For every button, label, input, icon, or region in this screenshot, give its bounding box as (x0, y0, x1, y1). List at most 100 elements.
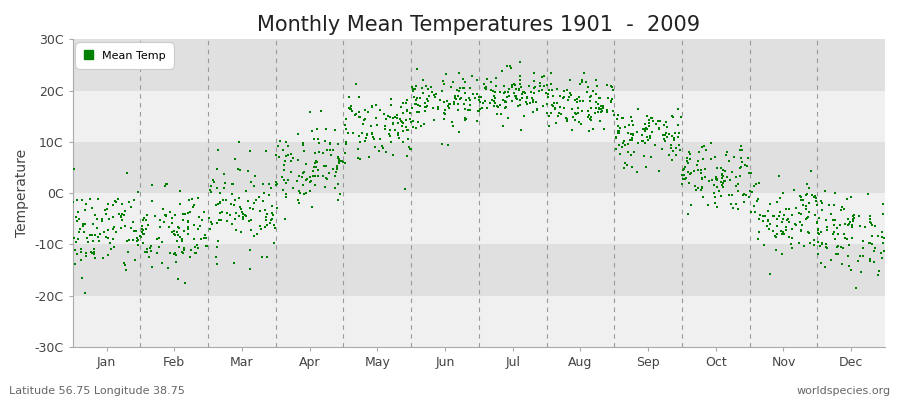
Point (353, 138, 367, 145)
Point (842, 222, 856, 228)
Point (508, 82, 522, 88)
Point (813, 243, 827, 250)
Point (443, 101, 457, 108)
Point (739, 192, 753, 198)
Point (318, 184, 332, 190)
Point (400, 96, 414, 103)
Point (405, 105, 419, 112)
Point (752, 236, 766, 242)
Point (100, 206, 114, 212)
Point (776, 216, 790, 223)
Point (127, 196, 141, 203)
Point (787, 187, 801, 193)
Point (180, 226, 194, 232)
Point (789, 205, 804, 211)
Point (459, 115, 473, 122)
Point (609, 116, 624, 122)
Point (161, 264, 176, 271)
Point (403, 145, 418, 152)
Point (126, 219, 140, 225)
Point (452, 88, 466, 94)
Point (173, 188, 187, 194)
Point (781, 216, 796, 223)
Point (358, 106, 373, 113)
Point (613, 151, 627, 157)
Point (616, 138, 631, 144)
Point (570, 99, 584, 105)
Point (466, 91, 481, 97)
Point (191, 226, 205, 232)
Point (297, 191, 311, 197)
Point (456, 85, 471, 92)
Point (338, 139, 353, 145)
Point (295, 170, 310, 176)
Point (675, 180, 689, 187)
Point (802, 185, 816, 191)
Point (762, 271, 777, 278)
Point (177, 245, 192, 251)
Point (345, 108, 359, 114)
Point (134, 234, 148, 240)
Point (540, 100, 554, 107)
Point (513, 102, 527, 108)
Point (856, 237, 870, 244)
Point (505, 98, 519, 104)
Point (131, 189, 146, 196)
Point (828, 236, 842, 242)
Point (702, 177, 716, 184)
Point (121, 248, 135, 255)
Point (376, 110, 391, 117)
Point (777, 212, 791, 218)
Point (489, 82, 503, 89)
Point (695, 174, 709, 181)
Point (312, 149, 327, 156)
Point (655, 146, 670, 152)
Point (736, 199, 751, 206)
Point (584, 93, 598, 99)
Point (865, 232, 879, 239)
Point (328, 173, 342, 179)
Point (825, 231, 840, 238)
Point (293, 190, 308, 196)
Point (232, 204, 247, 210)
Point (128, 257, 142, 263)
Point (592, 118, 607, 124)
Point (677, 172, 691, 178)
Point (229, 227, 243, 234)
Point (762, 221, 777, 227)
Point (779, 206, 794, 212)
Point (302, 174, 317, 181)
Point (538, 90, 553, 96)
Point (452, 70, 466, 77)
Point (408, 86, 422, 92)
Point (437, 111, 452, 118)
Point (427, 117, 441, 123)
Point (104, 246, 118, 253)
Point (296, 140, 310, 147)
Point (292, 156, 306, 163)
Bar (73, 244, 885, 296)
Point (660, 134, 674, 140)
Point (770, 199, 784, 205)
Point (513, 58, 527, 65)
Point (363, 154, 377, 160)
Point (658, 131, 672, 138)
Point (400, 107, 415, 114)
Point (800, 214, 814, 221)
Point (692, 148, 706, 155)
Point (472, 108, 487, 114)
Point (841, 195, 855, 202)
Point (183, 254, 197, 260)
Point (242, 148, 256, 154)
Point (276, 176, 291, 183)
Point (388, 127, 402, 133)
Point (204, 221, 219, 227)
Point (101, 200, 115, 207)
Point (119, 267, 133, 274)
Point (840, 236, 854, 242)
Point (202, 226, 217, 232)
Point (520, 94, 535, 100)
Point (364, 130, 379, 137)
Point (519, 95, 534, 101)
Point (253, 208, 267, 215)
